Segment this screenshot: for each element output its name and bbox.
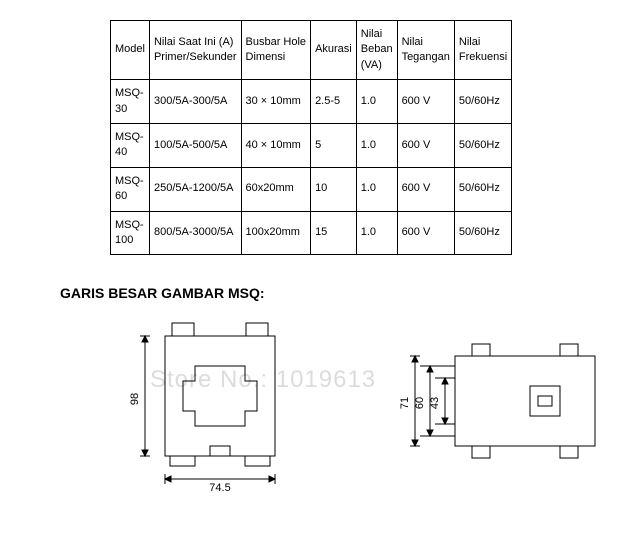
cell-load: 1.0 <box>356 167 397 211</box>
cell-voltage: 600 V <box>397 80 454 124</box>
cell-freq: 50/60Hz <box>454 211 511 255</box>
cell-freq: 50/60Hz <box>454 167 511 211</box>
cell-accuracy: 15 <box>311 211 357 255</box>
table-body: MSQ-30 300/5A-300/5A 30 × 10mm 2.5-5 1.0… <box>111 80 512 255</box>
cell-model: MSQ-100 <box>111 211 150 255</box>
cell-load: 1.0 <box>356 80 397 124</box>
col-accuracy: Akurasi <box>311 21 357 80</box>
cell-accuracy: 10 <box>311 167 357 211</box>
dim-60: 60 <box>414 397 426 409</box>
col-load: NilaiBeban(VA) <box>356 21 397 80</box>
col-voltage: NilaiTegangan <box>397 21 454 80</box>
cell-current: 100/5A-500/5A <box>149 123 241 167</box>
dim-43: 43 <box>429 397 441 409</box>
cell-freq: 50/60Hz <box>454 80 511 124</box>
cell-voltage: 600 V <box>397 123 454 167</box>
table-row: MSQ-40 100/5A-500/5A 40 × 10mm 5 1.0 600… <box>111 123 512 167</box>
cell-busbar: 60x20mm <box>241 167 311 211</box>
outline-diagram-left: 98 74.5 <box>110 311 330 491</box>
table-header-row: Model Nilai Saat Ini (A)Primer/Sekunder … <box>111 21 512 80</box>
col-model: Model <box>111 21 150 80</box>
cell-load: 1.0 <box>356 123 397 167</box>
cell-freq: 50/60Hz <box>454 123 511 167</box>
dim-height: 98 <box>129 393 141 405</box>
spec-table: Model Nilai Saat Ini (A)Primer/Sekunder … <box>110 20 512 255</box>
cell-busbar: 40 × 10mm <box>241 123 311 167</box>
cell-voltage: 600 V <box>397 167 454 211</box>
cell-model: MSQ-60 <box>111 167 150 211</box>
table-row: MSQ-30 300/5A-300/5A 30 × 10mm 2.5-5 1.0… <box>111 80 512 124</box>
dim-width: 74.5 <box>209 482 230 491</box>
outline-diagram-right: 71 60 43 <box>380 326 620 486</box>
col-freq: NilaiFrekuensi <box>454 21 511 80</box>
cell-model: MSQ-30 <box>111 80 150 124</box>
col-busbar: Busbar HoleDimensi <box>241 21 311 80</box>
col-current: Nilai Saat Ini (A)Primer/Sekunder <box>149 21 241 80</box>
cell-busbar: 100x20mm <box>241 211 311 255</box>
cell-current: 800/5A-3000/5A <box>149 211 241 255</box>
dim-71: 71 <box>399 397 411 409</box>
cell-current: 300/5A-300/5A <box>149 80 241 124</box>
cell-busbar: 30 × 10mm <box>241 80 311 124</box>
cell-model: MSQ-40 <box>111 123 150 167</box>
table-row: MSQ-60 250/5A-1200/5A 60x20mm 10 1.0 600… <box>111 167 512 211</box>
cell-load: 1.0 <box>356 211 397 255</box>
section-title: GARIS BESAR GAMBAR MSQ: <box>60 285 610 301</box>
table-row: MSQ-100 800/5A-3000/5A 100x20mm 15 1.0 6… <box>111 211 512 255</box>
diagram-area: Store No.: 1019613 <box>60 311 610 501</box>
cell-accuracy: 5 <box>311 123 357 167</box>
cell-voltage: 600 V <box>397 211 454 255</box>
cell-accuracy: 2.5-5 <box>311 80 357 124</box>
cell-current: 250/5A-1200/5A <box>149 167 241 211</box>
